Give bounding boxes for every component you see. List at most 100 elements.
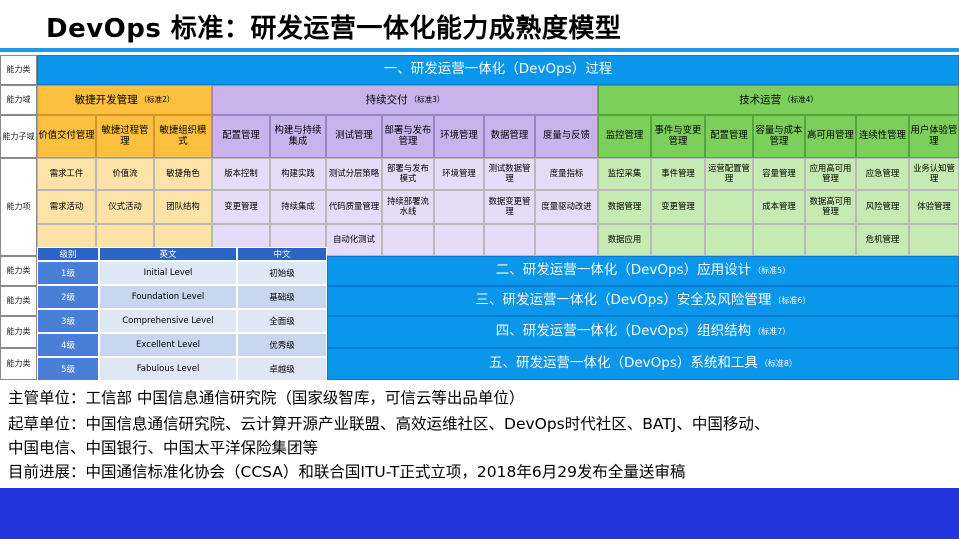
row-label-category: 能力类 — [0, 55, 37, 85]
domain-operations: 技术运营 （标准4） — [598, 85, 959, 115]
level-english: Comprehensive Level — [99, 309, 237, 333]
level-number: 5级 — [37, 357, 99, 381]
row-label-category-2: 能力类 — [0, 256, 37, 286]
item-cell: 应急管理 — [856, 158, 909, 190]
item-cell: 运营配置管理 — [705, 158, 753, 190]
row-label-subdomain: 能力子域 — [0, 115, 37, 158]
main-category-text: 一、研发运营一体化（DevOps）过程 — [383, 61, 613, 78]
item-cell: 敏捷角色 — [154, 158, 212, 190]
row-label-category-5: 能力类 — [0, 348, 37, 380]
item-cell: 测试分层策略 — [326, 158, 382, 190]
item-cell — [705, 190, 753, 224]
item-cell: 危机管理 — [856, 224, 909, 256]
item-cell: 监控采集 — [598, 158, 651, 190]
item-cell — [909, 224, 959, 256]
row-label-domain: 能力域 — [0, 85, 37, 115]
level-number: 1级 — [37, 261, 99, 285]
item-cell: 度量指标 — [535, 158, 598, 190]
item-cell — [805, 224, 856, 256]
level-chinese: 优秀级 — [237, 333, 327, 357]
item-cell: 容量管理 — [753, 158, 805, 190]
subdomain-cell: 部署与发布管理 — [382, 115, 434, 158]
item-cell: 数据变更管理 — [484, 190, 535, 224]
item-cell: 度量驱动改进 — [535, 190, 598, 224]
domain-continuous-delivery: 持续交付 （标准3） — [212, 85, 598, 115]
item-cell: 自动化测试 — [326, 224, 382, 256]
info-progress: 目前进展：中国通信标准化协会（CCSA）和联合国ITU-T正式立项，2018年6… — [8, 463, 686, 481]
item-cell: 版本控制 — [212, 158, 270, 190]
category-systems-tools: 五、研发运营一体化（DevOps）系统和工具 （标准8） — [327, 348, 959, 380]
item-cell: 风险管理 — [856, 190, 909, 224]
page-title: DevOps 标准：研发运营一体化能力成熟度模型 — [46, 14, 622, 44]
item-cell: 代码质量管理 — [326, 190, 382, 224]
item-cell: 变更管理 — [212, 190, 270, 224]
level-number: 3级 — [37, 309, 99, 333]
item-cell: 团队结构 — [154, 190, 212, 224]
title-divider — [0, 48, 959, 52]
subdomain-cell: 配置管理 — [212, 115, 270, 158]
subdomain-cell: 容量与成本管理 — [753, 115, 805, 158]
item-cell: 仪式活动 — [96, 190, 154, 224]
subdomain-cell: 测试管理 — [326, 115, 382, 158]
item-cell: 应用高可用管理 — [805, 158, 856, 190]
subdomain-cell: 构建与持续集成 — [270, 115, 326, 158]
level-number: 2级 — [37, 285, 99, 309]
level-header-en: 英文 — [99, 247, 237, 261]
level-chinese: 卓越级 — [237, 357, 327, 381]
info-supervisor: 主管单位：工信部 中国信息通信研究院（国家级智库，可信云等出品单位） — [8, 389, 525, 407]
item-cell — [382, 224, 434, 256]
level-number: 4级 — [37, 333, 99, 357]
level-chinese: 基础级 — [237, 285, 327, 309]
level-english: Excellent Level — [99, 333, 237, 357]
item-cell: 部署与发布模式 — [382, 158, 434, 190]
subdomain-cell: 敏捷组织模式 — [154, 115, 212, 158]
item-cell — [705, 224, 753, 256]
item-cell: 数据高可用管理 — [805, 190, 856, 224]
row-label-category-4: 能力类 — [0, 316, 37, 348]
item-cell — [753, 224, 805, 256]
subdomain-cell: 配置管理 — [705, 115, 753, 158]
info-drafters-cont: 中国电信、中国银行、中国太平洋保险集团等 — [8, 439, 319, 457]
item-cell — [434, 224, 484, 256]
subdomain-cell: 事件与变更管理 — [651, 115, 705, 158]
row-label-category-3: 能力类 — [0, 286, 37, 316]
subdomain-cell: 环境管理 — [434, 115, 484, 158]
item-cell: 业务认知管理 — [909, 158, 959, 190]
level-chinese: 全面级 — [237, 309, 327, 333]
item-cell: 构建实践 — [270, 158, 326, 190]
item-cell — [651, 224, 705, 256]
subdomain-cell: 价值交付管理 — [37, 115, 96, 158]
item-cell: 测试数据管理 — [484, 158, 535, 190]
item-cell: 成本管理 — [753, 190, 805, 224]
category-security-risk: 三、研发运营一体化（DevOps）安全及风险管理 （标准6） — [327, 286, 959, 316]
item-cell: 事件管理 — [651, 158, 705, 190]
item-cell — [434, 190, 484, 224]
category-organization: 四、研发运营一体化（DevOps）组织结构 （标准7） — [327, 316, 959, 348]
level-english: Initial Level — [99, 261, 237, 285]
item-cell — [535, 224, 598, 256]
level-header-level: 级别 — [37, 247, 99, 261]
item-cell: 变更管理 — [651, 190, 705, 224]
level-table: 级别 英文 中文 1级 Initial Level 初始级 2级 Foundation … — [37, 247, 327, 381]
subdomain-cell: 高可用管理 — [805, 115, 856, 158]
item-cell: 持续部署流水线 — [382, 190, 434, 224]
subdomain-cell: 度量与反馈 — [535, 115, 598, 158]
domain-agile: 敏捷开发管理 （标准2） — [37, 85, 212, 115]
subdomain-cell: 监控管理 — [598, 115, 651, 158]
level-chinese: 初始级 — [237, 261, 327, 285]
item-cell: 体验管理 — [909, 190, 959, 224]
item-cell: 需求工件 — [37, 158, 96, 190]
subdomain-cell: 数据管理 — [484, 115, 535, 158]
level-english: Foundation Level — [99, 285, 237, 309]
subdomain-cell: 用户体验管理 — [909, 115, 959, 158]
category-app-design: 二、研发运营一体化（DevOps）应用设计 （标准5） — [327, 256, 959, 286]
item-cell: 价值流 — [96, 158, 154, 190]
item-cell: 持续集成 — [270, 190, 326, 224]
item-cell: 数据管理 — [598, 190, 651, 224]
item-cell — [484, 224, 535, 256]
level-header-zh: 中文 — [237, 247, 327, 261]
subdomain-cell: 连续性管理 — [856, 115, 909, 158]
item-cell: 需求活动 — [37, 190, 96, 224]
footer-band — [0, 488, 959, 539]
info-drafters: 起草单位：中国信息通信研究院、云计算开源产业联盟、高效运维社区、DevOps时代… — [8, 415, 770, 433]
